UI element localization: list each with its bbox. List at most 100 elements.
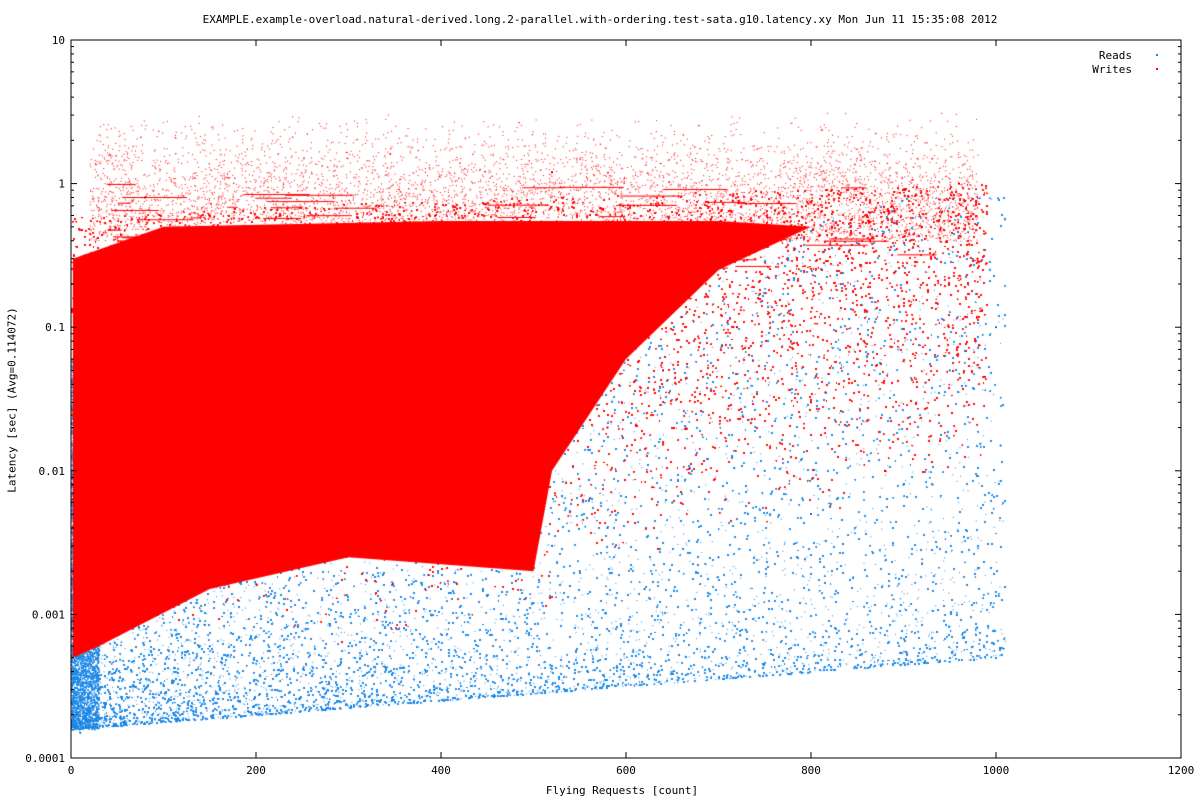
reads-point-1 xyxy=(74,713,77,716)
writes-point-5 xyxy=(144,196,146,199)
reads-point-12 xyxy=(208,645,211,648)
reads-point-13 xyxy=(236,670,239,673)
reads-point-33 xyxy=(902,483,905,486)
writes-point-9 xyxy=(236,239,239,242)
reads-point-17 xyxy=(347,645,350,648)
reads-point-30 xyxy=(763,469,766,472)
writes-point-7 xyxy=(181,257,183,260)
writes-point-13 xyxy=(329,544,331,547)
reads-point-25 xyxy=(578,570,581,573)
x-tick-label: 800 xyxy=(801,764,821,777)
reads-point-15 xyxy=(282,656,285,659)
reads-point-22 xyxy=(495,570,498,573)
writes-point-17 xyxy=(421,340,424,343)
legend-label-writes: Writes xyxy=(1092,62,1132,76)
reads-point-9 xyxy=(144,670,146,673)
reads-point-29 xyxy=(717,556,720,559)
y-tick-label: 0.001 xyxy=(32,608,65,621)
y-tick-label: 10 xyxy=(52,34,65,47)
writes-point-27 xyxy=(662,369,664,372)
reads-point-31 xyxy=(810,513,812,516)
reads-point-10 xyxy=(162,684,165,687)
writes-point-4 xyxy=(125,282,128,285)
legend-swatch-writes xyxy=(1138,65,1160,73)
writes-point-24 xyxy=(578,282,581,285)
writes-point-26 xyxy=(625,239,627,242)
chart-title: EXAMPLE.example-overload.natural-derived… xyxy=(202,13,998,26)
legend-label-reads: Reads xyxy=(1098,48,1132,62)
reads-point-28 xyxy=(671,501,674,504)
writes-point-33 xyxy=(884,469,886,472)
writes-point-36 xyxy=(976,257,979,260)
y-tick-label: 0.1 xyxy=(45,321,65,334)
writes-point-21 xyxy=(514,225,516,228)
writes-point-15 xyxy=(375,401,378,404)
writes-point-32 xyxy=(847,257,849,260)
y-axis-label: Latency [sec] (Avg=0.114072) xyxy=(5,307,19,493)
legend-item-writes: Writes xyxy=(1092,62,1160,76)
writes-point-35 xyxy=(958,182,960,185)
reads-point-7 xyxy=(111,678,114,681)
reads-point-35 xyxy=(995,326,997,329)
reads-point-36 xyxy=(999,444,1002,447)
writes-point-2 xyxy=(88,257,91,260)
x-tick-label: 600 xyxy=(616,764,636,777)
writes-point-29 xyxy=(736,326,738,329)
legend-item-reads: Reads xyxy=(1092,48,1160,62)
y-tick-label: 0.0001 xyxy=(25,752,65,765)
reads-point-21 xyxy=(467,613,470,616)
x-tick-label: 1200 xyxy=(1168,764,1195,777)
x-tick-label: 200 xyxy=(246,764,266,777)
x-tick-label: 0 xyxy=(68,764,75,777)
writes-point-14 xyxy=(347,239,350,242)
reads-point-8 xyxy=(125,692,128,695)
reads-point-14 xyxy=(255,635,257,638)
reads-point-34 xyxy=(948,369,951,372)
writes-point-8 xyxy=(208,358,211,361)
writes-point-25 xyxy=(606,426,609,429)
writes-point-1 xyxy=(79,369,82,372)
reads-point-27 xyxy=(643,588,646,591)
reads-point-32 xyxy=(856,426,859,429)
reads-point-0 xyxy=(71,699,74,702)
y-tick-label: 1 xyxy=(58,178,65,191)
writes-point-22 xyxy=(532,369,535,372)
x-axis-label: Flying Requests [count] xyxy=(545,784,699,797)
reads-point-23 xyxy=(532,602,535,605)
reads-point-3 xyxy=(79,731,82,734)
writes-point-18 xyxy=(440,513,442,516)
reads-point-18 xyxy=(375,602,378,605)
writes-point-12 xyxy=(301,326,304,329)
reads-point-19 xyxy=(403,627,405,630)
writes-point-6 xyxy=(162,526,165,529)
writes-point-19 xyxy=(467,257,470,260)
writes-point-30 xyxy=(773,239,775,242)
writes-point-28 xyxy=(699,257,701,260)
y-tick-label: 0.01 xyxy=(39,465,66,478)
writes-point-20 xyxy=(486,426,489,429)
reads-point-20 xyxy=(440,588,442,591)
legend: Reads Writes xyxy=(1092,48,1160,76)
reads-point-16 xyxy=(310,619,313,622)
legend-swatch-reads xyxy=(1138,51,1160,59)
x-tick-label: 1000 xyxy=(983,764,1010,777)
reads-point-11 xyxy=(181,656,183,659)
plot-axes: 0 200 400 600 800 1000 1200 0.0001 0.001 0.01 0.1 1… xyxy=(25,34,1194,777)
x-tick-label: 400 xyxy=(431,764,451,777)
reads-point-26 xyxy=(606,526,609,529)
writes-point-3 xyxy=(107,469,109,472)
reads-point-5 xyxy=(88,707,91,710)
writes-point-34 xyxy=(921,225,923,228)
reads-point-4 xyxy=(83,670,86,673)
writes-point-16 xyxy=(393,214,396,217)
reads-point-2 xyxy=(77,688,80,691)
writes-point-31 xyxy=(810,401,812,404)
writes-point-23 xyxy=(551,171,553,174)
reads-point-24 xyxy=(551,544,553,547)
writes-point-10 xyxy=(255,426,257,429)
reads-point-6 xyxy=(97,688,100,691)
